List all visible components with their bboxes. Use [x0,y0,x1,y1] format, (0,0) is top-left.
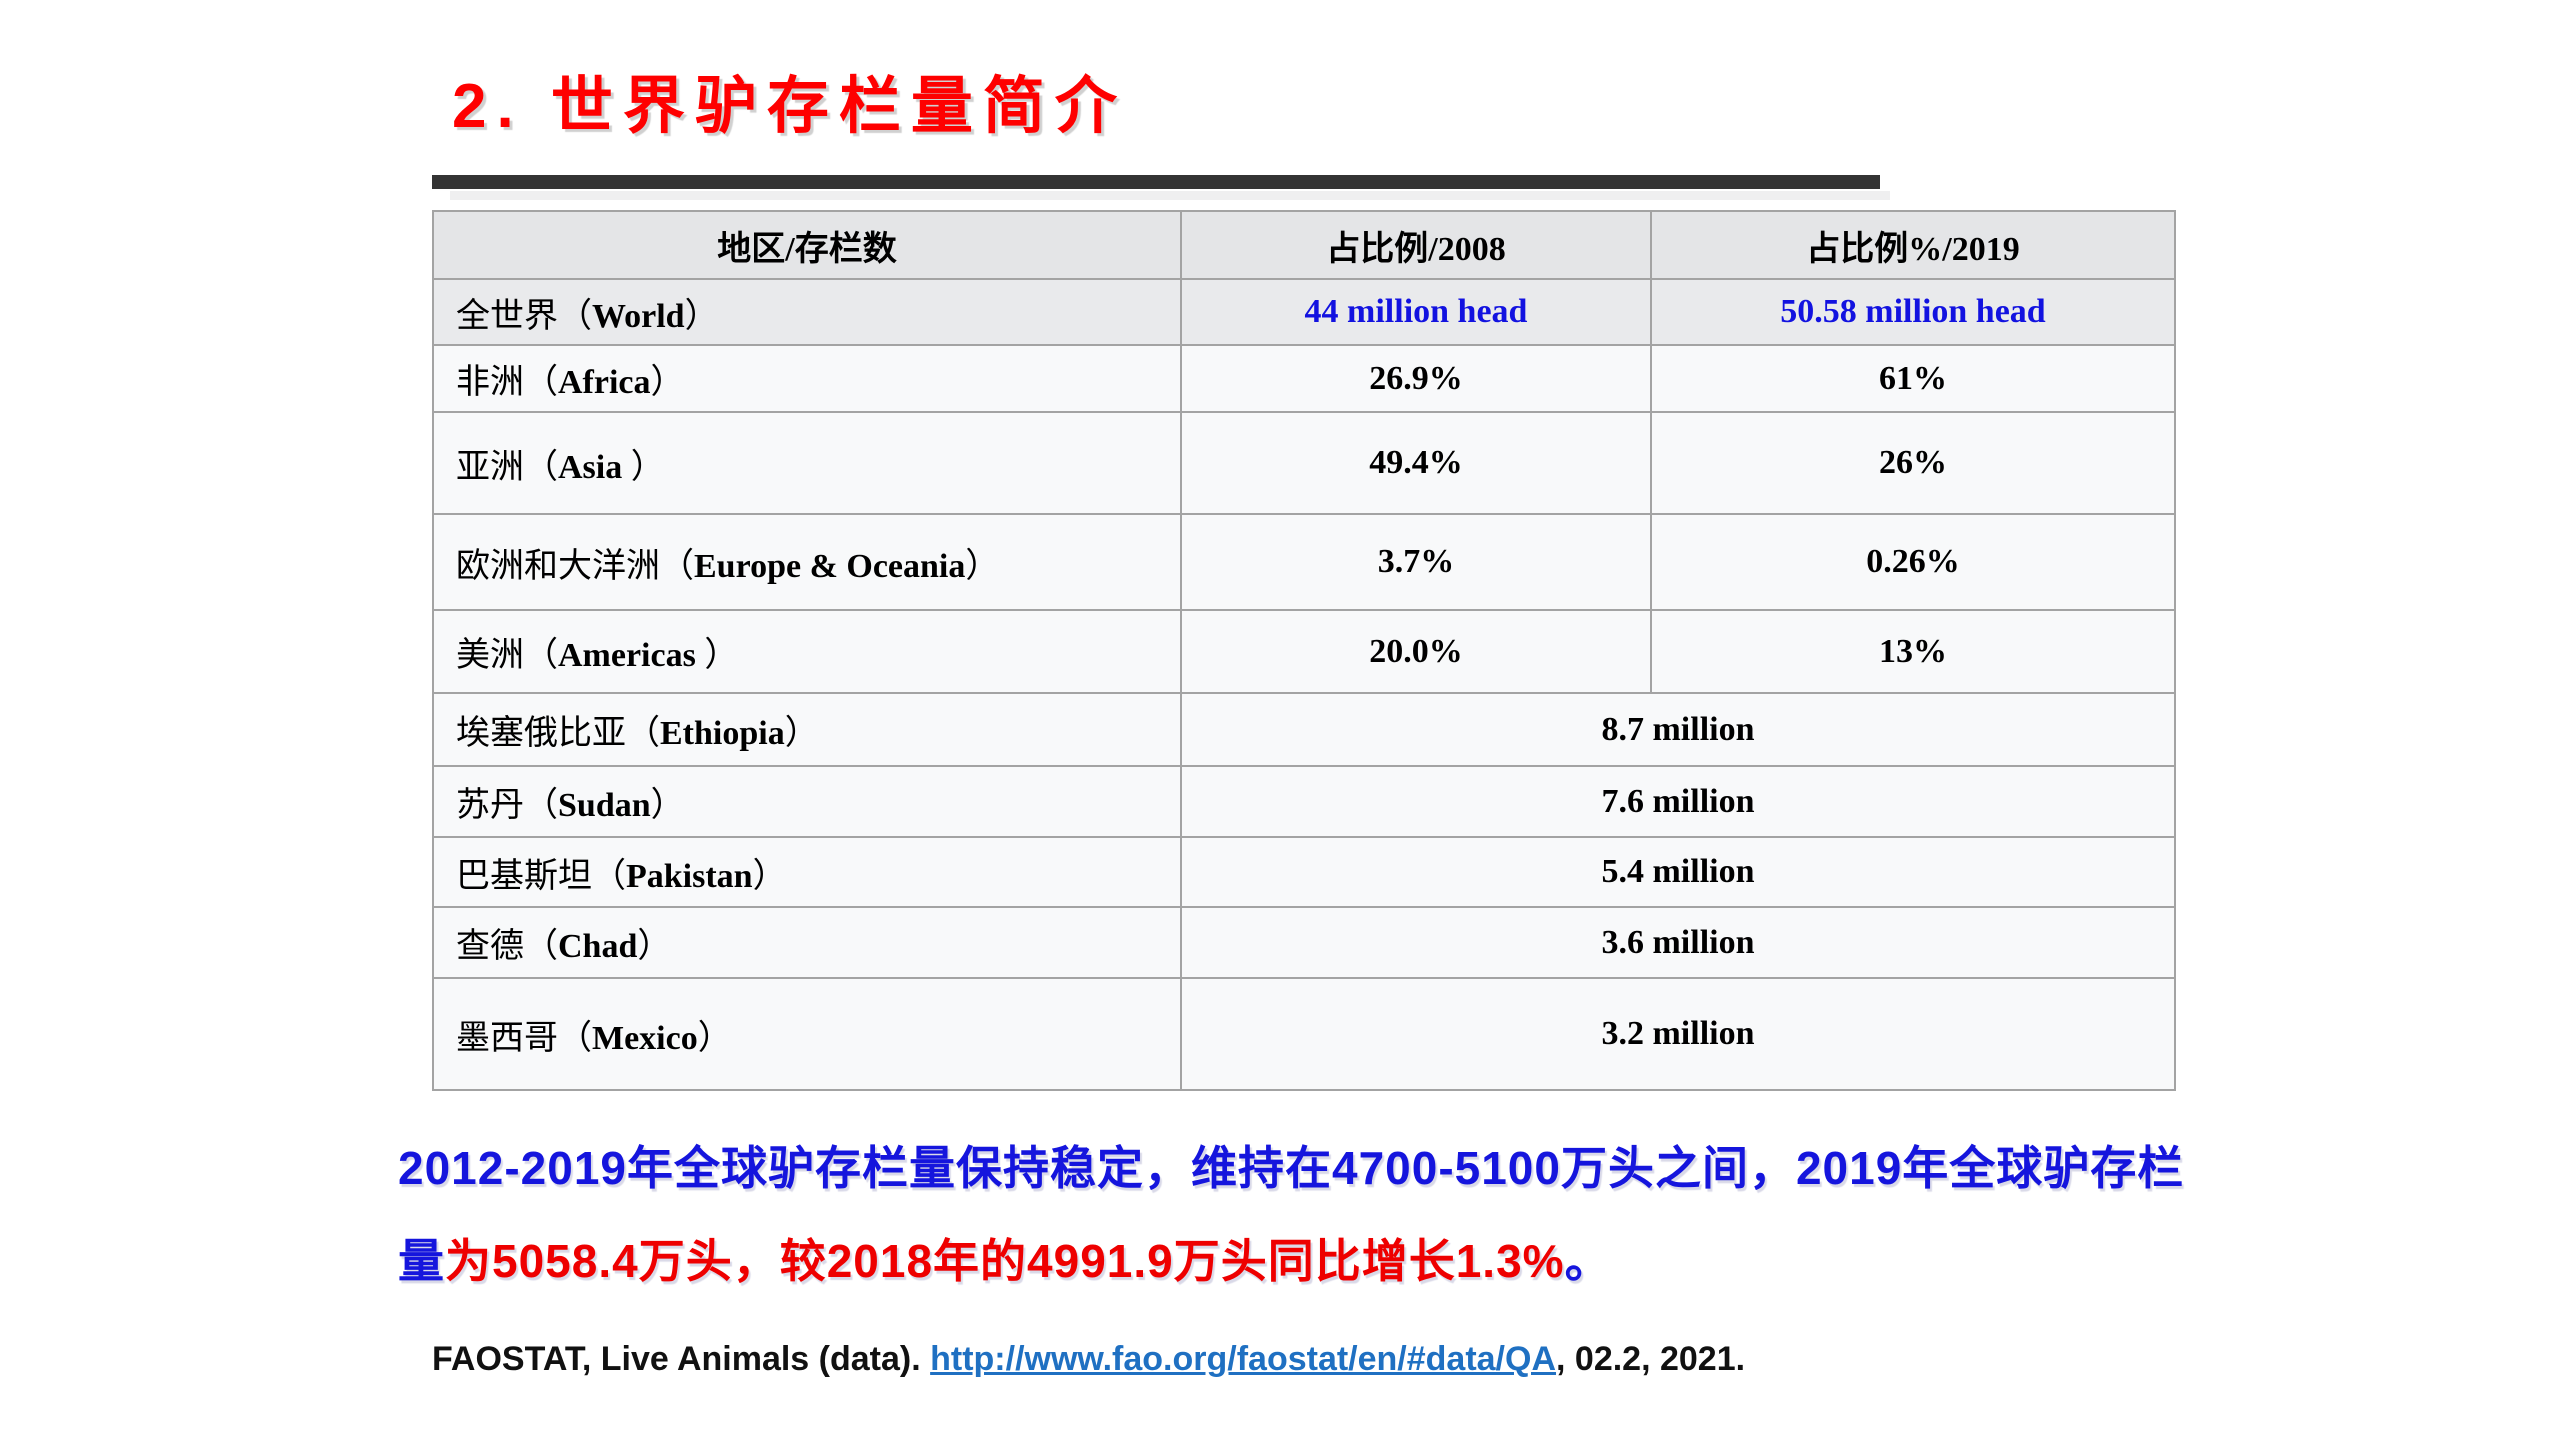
table-row: 全世界（World） 44 million head 50.58 million h… [432,278,2176,346]
value-cell-2019: 13% [1650,609,2176,694]
title-underline-bar [432,175,1880,189]
citation-link[interactable]: http://www.fao.org/faostat/en/#data/QA [930,1340,1557,1378]
value-cell-merged: 8.7 million [1180,692,2176,767]
region-cell: 巴基斯坦（Pakistan） [432,836,1182,908]
table-row: 埃塞俄比亚（Ethiopia） 8.7 million [432,692,2176,767]
region-cell: 查德（Chad） [432,906,1182,979]
citation-text: FAOSTAT, Live Animals (data). [432,1340,931,1378]
region-cell: 埃塞俄比亚（Ethiopia） [432,692,1182,767]
table-row: 亚洲（Asia ） 49.4% 26% [432,411,2176,515]
value-cell-2008: 3.7% [1180,513,1652,611]
value-cell-2019: 50.58 million head [1650,278,2176,346]
summary-segment: 为5058.4万头，较2018年的4991.9万头同比增长1.3% [445,1235,1565,1287]
value-cell-2019: 0.26% [1650,513,2176,611]
table-row: 美洲（Americas ） 20.0% 13% [432,609,2176,694]
value-cell-2019: 26% [1650,411,2176,515]
table-row: 墨西哥（Mexico） 3.2 million [432,977,2176,1091]
title-bar-shadow [450,191,1890,200]
table-row: 苏丹（Sudan） 7.6 million [432,765,2176,838]
region-cell: 苏丹（Sudan） [432,765,1182,838]
region-cell: 欧洲和大洋洲（Europe & Oceania） [432,513,1182,611]
table-header-row: 地区/存栏数 占比例/2008 占比例%/2019 [432,210,2176,280]
region-cell: 非洲（Africa） [432,344,1182,413]
page-title: 2. 世界驴存栏量简介 [452,72,1127,141]
citation: FAOSTAT, Live Animals (data). http://www… [432,1340,1745,1379]
region-cell: 全世界（World） [432,278,1182,346]
col-header-2019: 占比例%/2019 [1650,210,2176,280]
region-cell: 亚洲（Asia ） [432,411,1182,515]
value-cell-merged: 3.6 million [1180,906,2176,979]
value-cell-2019: 61% [1650,344,2176,413]
region-cell: 美洲（Americas ） [432,609,1182,694]
citation-text: , 02.2, 2021. [1556,1340,1746,1378]
summary-segment: 。 [1564,1235,1612,1287]
value-cell-merged: 3.2 million [1180,977,2176,1091]
table-row: 查德（Chad） 3.6 million [432,906,2176,979]
inventory-table-body: 全世界（World） 44 million head 50.58 million h… [432,278,2176,1091]
value-cell-2008: 44 million head [1180,278,1652,346]
value-cell-2008: 20.0% [1180,609,1652,694]
col-header-region: 地区/存栏数 [432,210,1182,280]
summary-line: 量为5058.4万头，较2018年的4991.9万头同比增长1.3%。 [398,1215,2218,1308]
summary-segment: 量 [398,1235,445,1287]
summary-paragraph: 2012-2019年全球驴存栏量保持稳定，维持在4700-5100万头之间，20… [398,1122,2218,1308]
col-header-2008: 占比例/2008 [1180,210,1652,280]
summary-line: 2012-2019年全球驴存栏量保持稳定，维持在4700-5100万头之间，20… [398,1122,2218,1215]
value-cell-2008: 26.9% [1180,344,1652,413]
region-cell: 墨西哥（Mexico） [432,977,1182,1091]
table-row: 欧洲和大洋洲（Europe & Oceania） 3.7% 0.26% [432,513,2176,611]
summary-segment: 2012-2019年全球驴存栏量保持稳定，维持在4700-5100万头之间，20… [398,1142,2185,1194]
table-row: 巴基斯坦（Pakistan） 5.4 million [432,836,2176,908]
value-cell-2008: 49.4% [1180,411,1652,515]
value-cell-merged: 5.4 million [1180,836,2176,908]
value-cell-merged: 7.6 million [1180,765,2176,838]
donkey-inventory-table: 地区/存栏数 占比例/2008 占比例%/2019 全世界（World） 44 m… [432,210,2176,1091]
table-row: 非洲（Africa） 26.9% 61% [432,344,2176,413]
